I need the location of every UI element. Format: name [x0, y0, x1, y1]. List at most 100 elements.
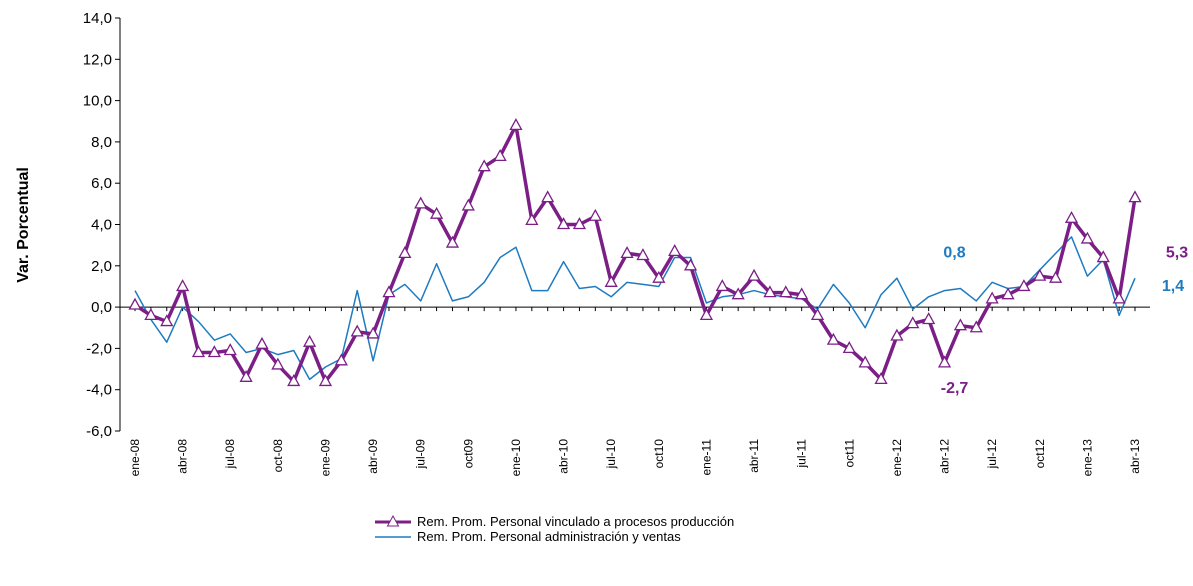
y-tick-label: 14,0 [83, 10, 112, 27]
marker [207, 345, 221, 358]
marker [239, 369, 253, 382]
series-line [134, 123, 1137, 384]
y-tick-label: 8,0 [91, 134, 112, 151]
x-tick-label: oct09 [461, 439, 475, 469]
legend-label: Rem. Prom. Personal administración y ven… [417, 529, 681, 544]
marker [810, 308, 825, 321]
marker [191, 345, 206, 358]
marker [604, 274, 618, 287]
marker [255, 336, 269, 349]
marker [477, 159, 491, 172]
y-tick-label: -6,0 [86, 423, 112, 440]
marker [509, 118, 523, 131]
x-tick-label: oct12 [1033, 439, 1047, 469]
x-tick-label: jul-11 [795, 439, 809, 469]
x-tick-label: abr-10 [557, 439, 571, 474]
marker [842, 341, 856, 354]
marker [366, 326, 380, 339]
marker [1080, 231, 1094, 244]
y-tick-label: 4,0 [91, 217, 112, 234]
marker [906, 316, 920, 329]
x-tick-label: jul-12 [985, 439, 999, 470]
x-tick-label: ene-08 [128, 439, 142, 477]
x-tick-label: ene-10 [509, 439, 523, 477]
marker [668, 243, 682, 256]
y-axis-label: Var. Porcentual [15, 167, 32, 283]
marker [556, 217, 571, 230]
x-tick-label: abr-13 [1128, 439, 1142, 474]
marker [731, 287, 745, 300]
x-tick-label: ene-11 [699, 439, 713, 476]
marker [160, 314, 174, 327]
marker [715, 279, 729, 292]
marker [985, 291, 999, 304]
value-label: 5,3 [1166, 245, 1188, 262]
marker [1001, 287, 1015, 300]
marker [1033, 268, 1047, 281]
marker [461, 198, 475, 211]
marker [318, 374, 333, 387]
marker [1128, 190, 1142, 203]
x-tick-label: ene-09 [318, 439, 332, 477]
marker [176, 279, 190, 292]
x-tick-label: ene-12 [890, 439, 904, 477]
x-tick-label: abr-12 [938, 439, 952, 474]
marker [890, 328, 904, 341]
marker [541, 190, 555, 203]
x-tick-label: oct-08 [271, 439, 285, 473]
marker [382, 285, 396, 298]
marker [620, 246, 634, 259]
marker [525, 213, 539, 226]
marker [636, 248, 650, 261]
marker [303, 334, 317, 347]
marker [144, 308, 158, 321]
marker [747, 268, 761, 281]
value-label: -2,7 [941, 380, 969, 397]
marker [287, 374, 301, 387]
marker [128, 297, 142, 310]
x-tick-label: oct11 [842, 439, 856, 468]
x-tick-label: abr-11 [747, 439, 761, 473]
marker [223, 343, 237, 356]
x-tick-label: oct10 [652, 439, 666, 469]
y-tick-label: 10,0 [83, 93, 112, 110]
marker [652, 270, 666, 283]
y-tick-label: 12,0 [83, 51, 112, 68]
marker [572, 217, 587, 230]
y-tick-label: 6,0 [91, 175, 112, 192]
marker [779, 285, 793, 298]
y-tick-label: 0,0 [91, 299, 112, 316]
legend-marker [386, 514, 400, 527]
series-line [134, 236, 1136, 381]
marker [683, 258, 698, 271]
marker [334, 353, 348, 366]
value-label: 1,4 [1162, 278, 1184, 295]
marker [858, 355, 872, 368]
marker [1064, 210, 1079, 223]
marker [398, 246, 412, 259]
y-tick-label: -2,0 [86, 340, 112, 357]
y-tick-label: -4,0 [86, 382, 112, 399]
marker [1017, 279, 1031, 292]
x-tick-label: jul-08 [223, 439, 237, 470]
marker [1112, 291, 1126, 304]
marker [429, 206, 444, 219]
marker [763, 285, 777, 298]
x-tick-label: jul-10 [604, 439, 618, 470]
x-tick-label: abr-08 [176, 439, 190, 474]
value-label: 0,8 [943, 245, 965, 262]
marker [795, 287, 809, 300]
marker [953, 318, 967, 331]
marker [922, 312, 936, 325]
y-tick-label: 2,0 [91, 258, 112, 275]
marker [969, 320, 983, 333]
marker [445, 235, 460, 248]
marker [874, 372, 888, 385]
marker [826, 332, 841, 345]
x-tick-label: abr-09 [366, 439, 380, 474]
marker [1049, 270, 1063, 283]
x-tick-label: jul-09 [414, 439, 428, 470]
x-tick-label: ene-13 [1080, 439, 1094, 477]
marker [1096, 250, 1110, 263]
